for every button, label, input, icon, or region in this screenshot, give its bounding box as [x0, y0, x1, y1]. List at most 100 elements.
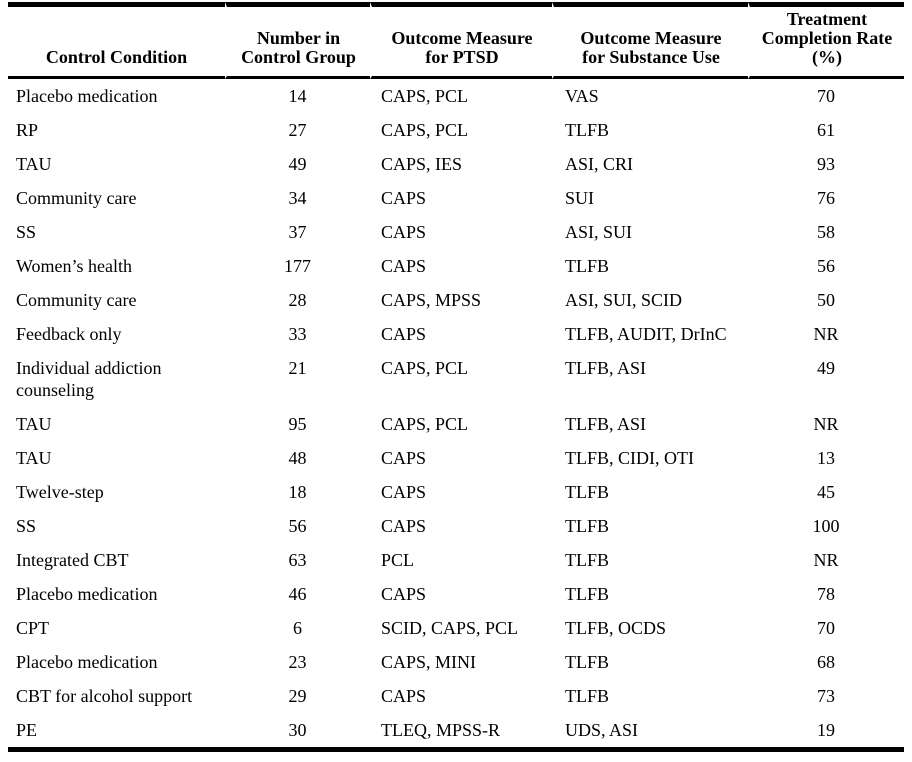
table-cell: CPT [16, 618, 50, 638]
table-cell: TLFB [565, 256, 610, 276]
table-cell: 48 [288, 448, 307, 468]
table-cell: SS [16, 222, 37, 242]
table-row: Women’s health 177 CAPS TLFB 56 [8, 249, 904, 283]
table-row: TAU 48 CAPS TLFB, CIDI, OTI 13 [8, 441, 904, 475]
table-cell: 100 [812, 516, 840, 536]
table-cell: Placebo medication [16, 584, 158, 604]
table-cell: TLFB [565, 482, 610, 502]
table-cell: CAPS [381, 256, 427, 276]
table-cell: ASI, CRI [565, 154, 634, 174]
table-cell: TLEQ, MPSS-R [381, 720, 501, 740]
table-cell: 46 [288, 584, 307, 604]
table-cell: CAPS [381, 188, 427, 208]
table-cell: 29 [288, 686, 307, 706]
column-header-label: Outcome Measure for Substance Use [580, 28, 722, 67]
column-header-label: Treatment Completion Rate (%) [761, 9, 893, 67]
table-cell: Twelve-step [16, 482, 104, 502]
table-cell: CAPS, PCL [381, 414, 469, 434]
table-cell: NR [813, 550, 839, 570]
table-cell: 18 [288, 482, 307, 502]
column-header-outcome-measure-substance-use: Outcome Measure for Substance Use [552, 2, 748, 79]
table-cell: 45 [817, 482, 835, 502]
table-row: Community care 28 CAPS, MPSS ASI, SUI, SCID… [8, 283, 904, 317]
table-cell: 13 [817, 448, 835, 468]
table-cell: CAPS [381, 584, 427, 604]
table-row: RP 27 CAPS, PCL TLFB 61 [8, 113, 904, 147]
table-cell: 68 [817, 652, 835, 672]
table-cell: 58 [817, 222, 835, 242]
table-cell: 30 [288, 720, 307, 740]
table-cell: TLFB [565, 686, 610, 706]
table-cell: Community care [16, 188, 137, 208]
table-cell: SCID, CAPS, PCL [381, 618, 519, 638]
table-row: TAU 95 CAPS, PCL TLFB, ASI NR [8, 407, 904, 441]
table-cell: Placebo medication [16, 652, 158, 672]
table-row: Placebo medication 14 CAPS, PCL VAS 70 [8, 79, 904, 113]
table-row: Twelve-step 18 CAPS TLFB 45 [8, 475, 904, 509]
table-row: Feedback only 33 CAPS TLFB, AUDIT, DrInC NR [8, 317, 904, 351]
column-header-label: Outcome Measure for PTSD [391, 28, 533, 67]
table-cell: 37 [288, 222, 307, 242]
table-cell: Community care [16, 290, 137, 310]
table-cell: ASI, SUI [565, 222, 633, 242]
table-cell: TLFB, OCDS [565, 618, 667, 638]
table-cell: 21 [288, 358, 307, 378]
column-header-label: Control Condition [45, 47, 188, 67]
table-cell: NR [813, 414, 839, 434]
table-cell: 50 [817, 290, 835, 310]
table-cell: 49 [817, 358, 835, 378]
table-cell: VAS [565, 86, 599, 106]
header-row: Control Condition Number in Control Grou… [8, 2, 904, 79]
table-cell: TAU [16, 414, 52, 434]
table-cell: Integrated CBT [16, 550, 129, 570]
table-cell: TLFB [565, 516, 610, 536]
table-cell: TLFB [565, 584, 610, 604]
table-cell: CAPS [381, 482, 427, 502]
table-cell: 49 [288, 154, 307, 174]
table-cell: 61 [817, 120, 835, 140]
table-cell: CBT for alcohol support [16, 686, 193, 706]
table-cell: TLFB [565, 550, 610, 570]
table-cell: CAPS [381, 686, 427, 706]
table-cell: TLFB [565, 120, 610, 140]
table-row: SS 56 CAPS TLFB 100 [8, 509, 904, 543]
table-cell: 34 [288, 188, 307, 208]
table-row: Individual addiction counseling 21 CAPS, P… [8, 351, 904, 407]
table-cell: 14 [288, 86, 307, 106]
table-cell: TLFB [565, 652, 610, 672]
table-cell: Women’s health [16, 256, 133, 276]
table-cell: 70 [817, 86, 835, 106]
table-row: CPT 6 SCID, CAPS, PCL TLFB, OCDS 70 [8, 611, 904, 645]
table-row: Integrated CBT 63 PCL TLFB NR [8, 543, 904, 577]
table-cell: TLFB, AUDIT, DrInC [565, 324, 727, 344]
table-cell: TLFB, ASI [565, 414, 647, 434]
table-row: CBT for alcohol support 29 CAPS TLFB 73 [8, 679, 904, 713]
table-row: TAU 49 CAPS, IES ASI, CRI 93 [8, 147, 904, 181]
table-cell: 6 [293, 618, 302, 638]
table-cell: 27 [288, 120, 307, 140]
table-cell: ASI, SUI, SCID [565, 290, 683, 310]
table-cell: 56 [288, 516, 307, 536]
table-cell: 95 [288, 414, 307, 434]
table-cell: CAPS, PCL [381, 358, 469, 378]
table-row: Placebo medication 46 CAPS TLFB 78 [8, 577, 904, 611]
table-cell: 76 [817, 188, 835, 208]
table-cell: TAU [16, 154, 52, 174]
table-cell: 177 [284, 256, 311, 276]
table-cell: Individual addiction counseling [16, 358, 162, 400]
table-header: Control Condition Number in Control Grou… [8, 2, 904, 79]
table-cell: 56 [817, 256, 835, 276]
table-row: SS 37 CAPS ASI, SUI 58 [8, 215, 904, 249]
column-header-label: Number in Control Group [241, 28, 356, 67]
table-cell: 28 [288, 290, 307, 310]
table-cell: 78 [817, 584, 835, 604]
table-cell: CAPS [381, 222, 427, 242]
table-cell: NR [813, 324, 839, 344]
table-body: Placebo medication 14 CAPS, PCL VAS 70 RP 27 CA… [8, 79, 904, 747]
table-cell: PE [16, 720, 38, 740]
table-cell: TAU [16, 448, 52, 468]
table-cell: SS [16, 516, 37, 536]
column-header-number-in-control-group: Number in Control Group [225, 2, 370, 79]
table-cell: PCL [381, 550, 415, 570]
table-cell: CAPS, PCL [381, 86, 469, 106]
